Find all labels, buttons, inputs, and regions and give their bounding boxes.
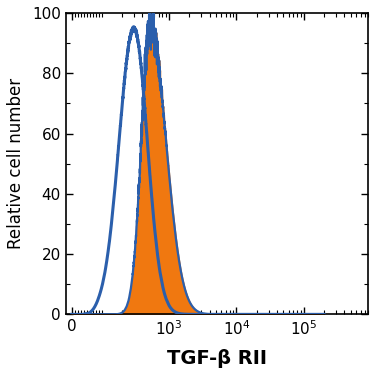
Y-axis label: Relative cell number: Relative cell number: [7, 78, 25, 249]
X-axis label: TGF-β RII: TGF-β RII: [167, 349, 267, 368]
